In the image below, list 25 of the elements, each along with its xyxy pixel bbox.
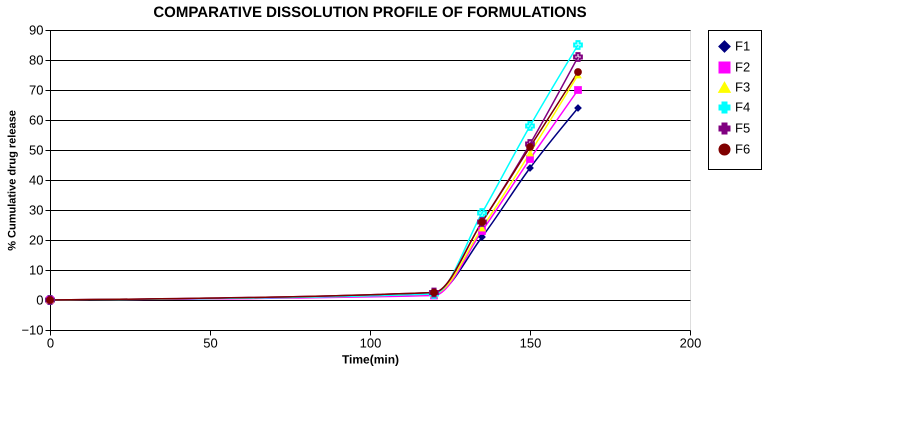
legend-label: F1 bbox=[735, 38, 750, 54]
x-tick-label: 100 bbox=[360, 336, 382, 350]
y-tick-label: 30 bbox=[29, 202, 44, 218]
chart-title: COMPARATIVE DISSOLUTION PROFILE OF FORMULATIONS bbox=[153, 4, 587, 21]
legend-label: F4 bbox=[735, 100, 750, 114]
y-tick-label: 0 bbox=[36, 292, 44, 308]
y-tick-label: 40 bbox=[29, 172, 44, 188]
x-tick-label: 200 bbox=[680, 336, 702, 350]
y-tick-label: 90 bbox=[29, 22, 44, 38]
legend-label: F5 bbox=[735, 120, 750, 136]
y-tick-label: 20 bbox=[29, 232, 44, 248]
y-tick-label: 70 bbox=[29, 82, 44, 98]
y-tick-label: 50 bbox=[29, 142, 44, 158]
x-tick-label: 0 bbox=[46, 336, 54, 350]
y-tick-label: 60 bbox=[29, 112, 44, 128]
x-tick-label: 150 bbox=[520, 336, 542, 350]
y-tick-label: −10 bbox=[21, 322, 44, 338]
y-axis-title: % Cumulative drug release bbox=[6, 110, 18, 251]
x-axis-title: Time(min) bbox=[342, 352, 400, 366]
legend-label: F2 bbox=[735, 60, 750, 74]
legend-label: F3 bbox=[735, 80, 750, 94]
y-tick-label: 80 bbox=[29, 52, 44, 68]
y-tick-label: 10 bbox=[29, 262, 44, 278]
legend-label: F6 bbox=[735, 142, 750, 156]
x-tick-label: 50 bbox=[203, 336, 218, 350]
